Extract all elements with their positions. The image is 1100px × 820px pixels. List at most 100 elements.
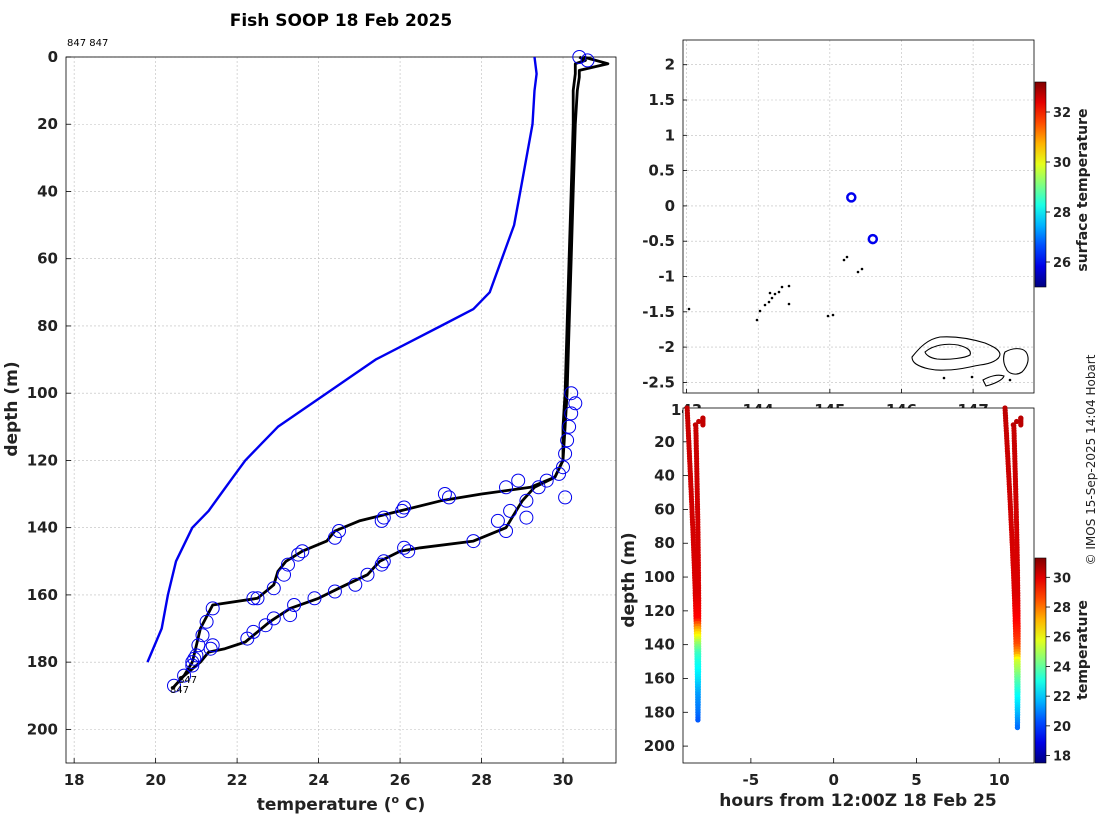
section-x-tick-label: 5 xyxy=(911,771,921,789)
cast-1 xyxy=(1002,405,1024,731)
profile-series xyxy=(146,55,610,690)
profile-marker xyxy=(360,567,375,582)
map-y-tick-label: -1.5 xyxy=(642,303,675,321)
profile-marker xyxy=(466,534,481,549)
profile-marker xyxy=(511,473,526,488)
map-y-tick-label: 0.5 xyxy=(648,162,675,180)
profile-markers xyxy=(167,50,595,693)
profile-marker xyxy=(167,678,181,693)
reef-dot xyxy=(780,285,784,289)
profile-marker xyxy=(195,628,210,643)
section-y-tick-label: 160 xyxy=(644,669,675,687)
surface-temperature-colorbar: 26 28 30 32 xyxy=(1034,81,1071,288)
profile-y-tick-label: 120 xyxy=(27,451,58,469)
profile-marker xyxy=(558,490,573,505)
reef-dot xyxy=(845,255,849,259)
reef-dot xyxy=(826,314,830,318)
reef-dot xyxy=(856,270,860,274)
reef-dot xyxy=(787,302,791,306)
colorbar-tick-label: 18 xyxy=(1053,750,1071,765)
profile-marker xyxy=(291,547,306,562)
profile-marker xyxy=(185,658,200,673)
profile-y-tick-label: 140 xyxy=(27,519,58,537)
temperature-colorbar: 18 20 22 24 26 28 30 xyxy=(1034,557,1071,765)
cast-sample xyxy=(1010,422,1016,428)
reef-dot xyxy=(777,290,781,294)
profile-marker xyxy=(560,433,575,448)
section-y-tick-label: 20 xyxy=(654,433,675,451)
x-label-unit: C) xyxy=(399,795,425,815)
cast-sample xyxy=(1014,418,1020,425)
profile-marker xyxy=(374,557,389,572)
map-ship-positions xyxy=(846,192,879,245)
profile-marker xyxy=(397,540,412,555)
chart-title: Fish SOOP 18 Feb 2025 xyxy=(230,11,453,31)
profile-marker xyxy=(376,554,391,569)
section-background xyxy=(683,408,1034,763)
cast-0 xyxy=(684,405,706,723)
profile-marker xyxy=(177,668,192,683)
section-y-ticks: 20 40 60 80 100 120 140 160 180 200 xyxy=(644,433,688,755)
coastline-inner-island xyxy=(924,343,971,360)
map-y-tick-label: -2 xyxy=(658,338,675,356)
ship-position-marker xyxy=(867,233,879,245)
section-plot-frame xyxy=(682,407,1035,764)
profile-y-tick-label: 60 xyxy=(37,250,58,268)
colorbar-tick-label: 30 xyxy=(1053,156,1071,171)
cast-sample xyxy=(692,422,699,428)
section-casts xyxy=(684,405,1024,731)
cast-sample xyxy=(1014,724,1021,731)
colorbar-tick-label: 26 xyxy=(1053,631,1071,646)
profile-marker xyxy=(250,591,265,606)
climatology-line xyxy=(146,56,538,663)
colorbar-tick-label: 28 xyxy=(1053,601,1071,616)
profile-y-tick-label: 0 xyxy=(48,48,58,66)
section-x-tick-label: -5 xyxy=(743,771,760,789)
colorbar-tick-label: 26 xyxy=(1053,256,1071,271)
profile-y-axis-label: depth (m) xyxy=(2,361,22,456)
map-y-tick-label: -0.5 xyxy=(642,232,675,250)
profile-marker xyxy=(277,567,291,582)
profile-marker xyxy=(564,386,579,401)
surface-temperature-colorbar-label: surface temperature xyxy=(1075,108,1091,271)
profile-marker xyxy=(552,466,566,481)
profile-marker xyxy=(558,446,573,461)
colorbar-tick-label: 22 xyxy=(1053,690,1071,705)
profile-marker xyxy=(437,487,452,501)
profile-marker xyxy=(556,460,570,475)
profile-end-label: 847 xyxy=(170,685,189,696)
profile-x-tick-label: 24 xyxy=(308,771,329,789)
profile-marker xyxy=(490,513,505,528)
reef-dot xyxy=(787,284,791,288)
profile-marker xyxy=(205,638,220,653)
x-label-superscript: o xyxy=(392,793,400,806)
reef-dot xyxy=(1008,378,1012,382)
profile-marker xyxy=(395,503,410,518)
map-grid xyxy=(683,40,1034,393)
profile-y-tick-label: 180 xyxy=(27,653,58,671)
map-panel: 143144145146147 21.510.50-0.5-1-1.5-2-2.… xyxy=(642,39,1091,419)
cast-sample xyxy=(696,418,702,425)
coastline-main-island xyxy=(911,336,1001,371)
profile-marker xyxy=(499,480,513,495)
colorbar-tick-label: 32 xyxy=(1053,106,1071,121)
profile-marker xyxy=(281,557,295,572)
reef-dot xyxy=(755,318,759,322)
temperature-colorbar-label: temperature xyxy=(1075,600,1091,700)
profile-marker xyxy=(499,524,513,538)
profile-marker xyxy=(376,510,391,525)
colorbar-tick-label: 28 xyxy=(1053,206,1071,221)
section-x-tick-label: 0 xyxy=(828,771,838,789)
map-y-tick-label: 1 xyxy=(665,126,675,144)
x-label-text: temperature ( xyxy=(257,795,392,815)
profile-marker xyxy=(327,530,342,545)
section-y-tick-label: 40 xyxy=(654,467,675,485)
profile-marker xyxy=(348,577,363,592)
profile-y-tick-label: 200 xyxy=(27,720,58,738)
profile-y-tick-label: 40 xyxy=(37,182,58,200)
profile-marker xyxy=(295,544,310,559)
profile-y-tick-label: 20 xyxy=(37,115,58,133)
profile-marker xyxy=(327,584,342,599)
